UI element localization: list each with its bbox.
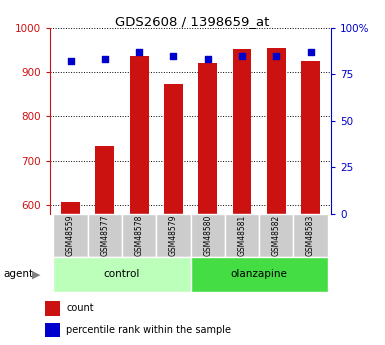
Point xyxy=(239,53,245,58)
Text: GSM48580: GSM48580 xyxy=(203,215,212,256)
Text: agent: agent xyxy=(4,269,34,279)
Text: GSM48579: GSM48579 xyxy=(169,215,178,256)
Text: control: control xyxy=(104,269,140,279)
Bar xyxy=(61,202,80,214)
Text: GSM48578: GSM48578 xyxy=(135,215,144,256)
FancyBboxPatch shape xyxy=(191,257,328,292)
Bar xyxy=(198,63,217,214)
Bar xyxy=(164,84,183,214)
Text: percentile rank within the sample: percentile rank within the sample xyxy=(66,325,231,335)
Text: GSM48559: GSM48559 xyxy=(66,215,75,256)
Text: GSM48583: GSM48583 xyxy=(306,215,315,256)
FancyBboxPatch shape xyxy=(54,257,191,292)
Text: count: count xyxy=(66,303,94,313)
Text: GDS2608 / 1398659_at: GDS2608 / 1398659_at xyxy=(116,16,270,29)
FancyBboxPatch shape xyxy=(259,214,293,257)
Text: olanzapine: olanzapine xyxy=(231,269,288,279)
FancyBboxPatch shape xyxy=(54,214,88,257)
Point xyxy=(170,53,176,58)
FancyBboxPatch shape xyxy=(156,214,191,257)
FancyBboxPatch shape xyxy=(88,214,122,257)
Point xyxy=(102,57,108,62)
Point xyxy=(273,53,280,58)
Bar xyxy=(130,56,149,214)
Text: GSM48582: GSM48582 xyxy=(272,215,281,256)
FancyBboxPatch shape xyxy=(225,214,259,257)
FancyBboxPatch shape xyxy=(293,214,328,257)
Bar xyxy=(301,61,320,214)
Point xyxy=(205,57,211,62)
Bar xyxy=(95,146,114,214)
Text: GSM48581: GSM48581 xyxy=(238,215,246,256)
FancyBboxPatch shape xyxy=(191,214,225,257)
Bar xyxy=(233,49,251,214)
Text: ▶: ▶ xyxy=(32,269,40,279)
Bar xyxy=(45,301,60,316)
Text: GSM48577: GSM48577 xyxy=(100,215,109,256)
Bar xyxy=(267,48,286,214)
Point xyxy=(136,49,142,55)
Point xyxy=(308,49,314,55)
Point xyxy=(67,58,74,64)
Bar xyxy=(45,323,60,337)
FancyBboxPatch shape xyxy=(122,214,156,257)
